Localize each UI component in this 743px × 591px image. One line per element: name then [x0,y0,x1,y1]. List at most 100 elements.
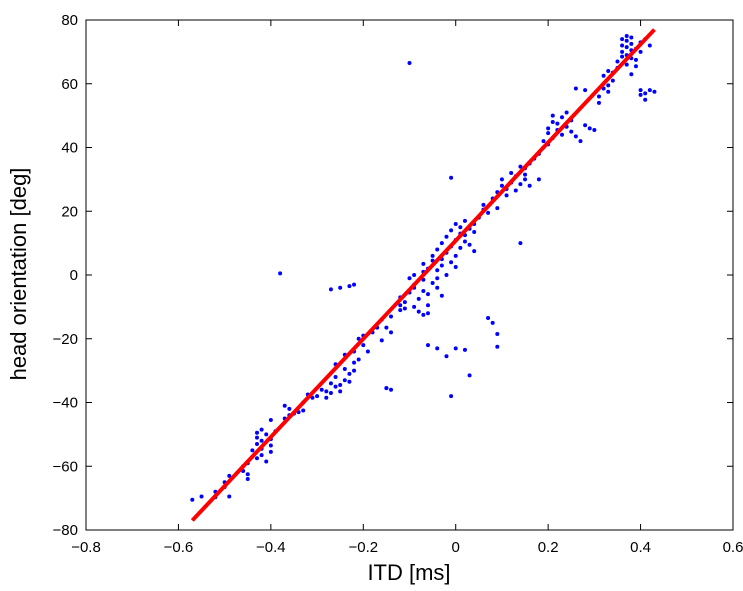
scatter-point [615,59,620,64]
scatter-point [550,113,555,118]
scatter-point [328,390,333,395]
x-tick-label: −0.6 [164,539,194,556]
scatter-point [513,188,518,193]
scatter-point [652,89,657,94]
scatter-point [504,193,509,198]
scatter-point [287,406,292,411]
y-tick-label: −60 [53,458,78,475]
scatter-point [425,303,430,308]
scatter-point [425,292,430,297]
scatter-point [583,88,588,93]
scatter-point [486,210,491,215]
x-tick-label: 0 [452,539,460,556]
y-tick-label: 20 [61,203,78,220]
scatter-point [402,306,407,311]
scatter-point [624,33,629,38]
scatter-point [199,494,204,499]
scatter-point [338,389,343,394]
scatter-point [453,222,458,226]
scatter-point [518,241,523,246]
scatter-point [259,438,264,443]
scatter-point [606,83,611,88]
scatter-point [633,64,638,69]
scatter-point [453,265,458,270]
scatter-point [384,386,389,391]
scatter-point [573,134,578,139]
scatter-point [435,276,440,281]
scatter-point [620,49,625,54]
scatter-point [402,300,407,305]
scatter-point [495,206,500,211]
y-tick-label: 0 [70,267,78,284]
x-tick-label: −0.2 [348,539,378,556]
scatter-point [444,354,449,359]
scatter-point [301,408,306,413]
scatter-point [638,92,643,97]
scatter-point [449,175,454,180]
y-tick-label: 80 [61,12,78,29]
scatter-point [462,347,467,352]
scatter-point [523,172,528,177]
scatter-point [389,330,394,335]
x-tick-label: 0.6 [723,539,743,556]
scatter-point [638,88,643,93]
scatter-point [449,228,454,233]
scatter-point [356,357,361,362]
scatter-point [430,253,435,258]
scatter-point [352,368,357,373]
scatter-point [254,456,259,461]
scatter-point [347,284,352,289]
y-tick-label: 40 [61,140,78,157]
scatter-point [421,312,426,317]
scatter-point [328,381,333,386]
x-tick-label: −0.8 [71,539,101,556]
scatter-point [527,183,532,188]
regression-line [190,28,656,522]
scatter-point [633,57,638,62]
scatter-point [620,37,625,42]
scatter-point [425,311,430,316]
scatter-point [467,373,472,378]
scatter-point [347,371,352,376]
scatter-point [268,443,273,448]
scatter-point [264,432,269,437]
scatter-point [564,110,569,115]
scatter-point [389,314,394,319]
y-tick-label: 60 [61,76,78,93]
scatter-point [324,395,329,400]
scatter-point [624,62,629,67]
scatter-point [333,375,338,379]
scatter-point [444,273,449,277]
scatter-point [629,41,634,46]
scatter-point [449,394,454,399]
scatter-point [462,239,467,244]
scatter-point [620,43,625,48]
scatter-point [620,54,625,59]
scatter-point [541,139,546,144]
scatter-point [629,35,634,40]
scatter-point [624,38,629,43]
scatter-point [486,316,491,321]
scatter-point [643,91,648,96]
scatter-point [439,293,444,298]
x-tick-label: −0.4 [256,539,286,556]
scatter-point [421,261,426,266]
scatter-point [592,127,597,132]
scatter-point [347,379,352,384]
scatter-point [254,430,259,435]
scatter-point [610,78,615,83]
scatter-point [324,389,329,394]
scatter-point [643,97,648,102]
scatter-point [573,86,578,91]
scatter-point [227,494,232,499]
scatter-point [342,367,347,372]
scatter-point [647,88,652,93]
scatter-point [398,303,403,308]
scatter-point [250,448,255,453]
scatter-point [245,472,250,477]
scatter-point [606,89,611,94]
scatter-point [333,384,338,389]
scatter-point [481,202,486,207]
scatter-point [439,241,444,246]
scatter-point [490,320,495,325]
